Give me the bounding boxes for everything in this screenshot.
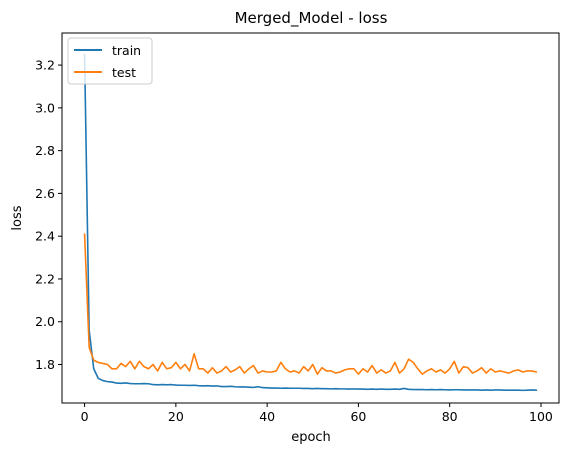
y-axis-label: loss [10,205,25,230]
plot-area: 0 20 40 60 80 100 1.8 2.0 2.2 2.4 2.6 2.8 3.0 3.2 [35,32,560,424]
y-tick-label: 3.0 [35,100,55,115]
y-tick-label: 2.2 [35,271,55,286]
x-axis-ticks: 0 20 40 60 80 100 [81,403,553,424]
legend-test-label: test [112,65,136,80]
series-layer [83,53,538,392]
y-tick-label: 1.8 [35,357,55,372]
x-tick-label: 60 [350,409,366,424]
y-tick-label: 2.6 [35,186,55,201]
y-axis-ticks: 1.8 2.0 2.2 2.4 2.6 2.8 3.0 3.2 [35,58,62,372]
x-tick-label: 0 [81,409,89,424]
series-line-train [83,53,538,392]
x-tick-label: 80 [442,409,458,424]
x-axis-label: epoch [291,430,331,445]
legend: train test [67,37,153,85]
y-tick-label: 2.0 [35,314,55,329]
legend-train-label: train [112,43,141,58]
chart-title: Merged_Model - loss [235,9,388,28]
x-tick-label: 100 [529,409,553,424]
y-tick-label: 2.8 [35,143,55,158]
axes-frame [61,32,560,404]
series-line-test [83,233,538,375]
y-tick-label: 2.4 [35,229,55,244]
y-tick-label: 3.2 [35,58,55,73]
x-tick-label: 20 [168,409,184,424]
x-tick-label: 40 [259,409,275,424]
